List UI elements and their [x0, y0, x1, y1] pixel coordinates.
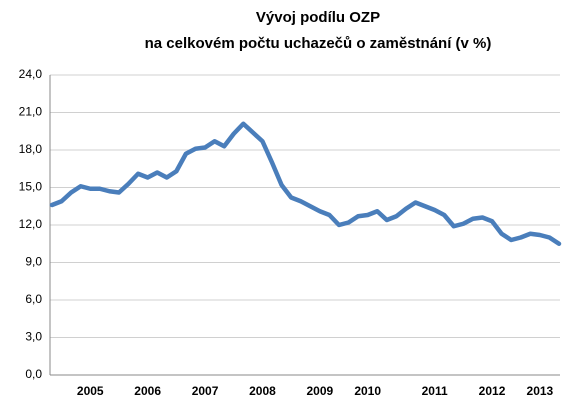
x-tick-label: 2007	[192, 384, 219, 398]
x-tick-label: 2013	[527, 384, 554, 398]
chart-title: na celkovém počtu uchazečů o zaměstnání …	[145, 35, 492, 52]
y-tick-label: 12,0	[19, 217, 43, 231]
x-tick-label: 2005	[77, 384, 104, 398]
x-tick-label: 2011	[422, 384, 448, 398]
x-tick-label: 2009	[306, 384, 333, 398]
x-tick-label: 2012	[479, 384, 506, 398]
y-tick-label: 21,0	[19, 105, 43, 119]
x-tick-label: 2010	[354, 384, 381, 398]
x-tick-label: 2008	[249, 384, 276, 398]
y-tick-label: 18,0	[19, 142, 43, 156]
y-tick-label: 15,0	[19, 180, 43, 194]
chart-title: Vývoj podílu OZP	[256, 9, 380, 26]
y-tick-label: 6,0	[25, 292, 42, 306]
y-tick-label: 24,0	[19, 67, 43, 81]
y-tick-label: 3,0	[25, 330, 42, 344]
data-line	[49, 121, 562, 246]
x-tick-label: 2006	[134, 384, 161, 398]
y-tick-label: 0,0	[25, 367, 42, 381]
y-tick-label: 9,0	[25, 255, 42, 269]
